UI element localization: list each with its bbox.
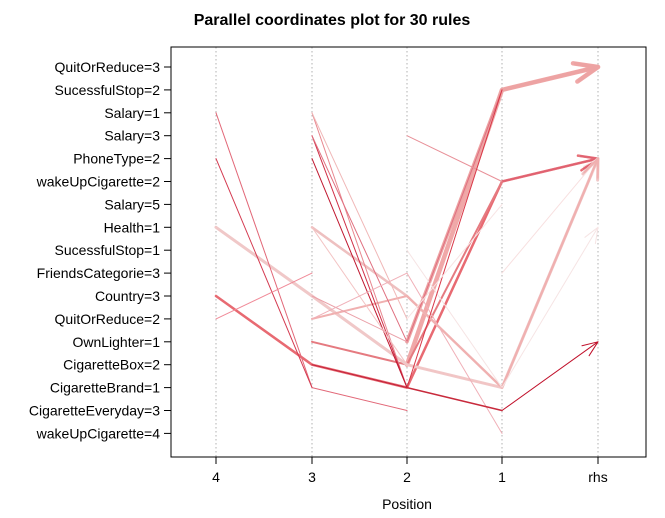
x-tick-label: 2 [403, 469, 411, 485]
rule-line [311, 158, 408, 389]
y-tick-label: QuitOrReduce=2 [55, 311, 161, 327]
rule-line [406, 386, 503, 412]
y-axis: QuitOrReduce=3 SucessfulStop=2 Salary=1 Sal… [29, 59, 171, 441]
x-tick-label: 1 [498, 469, 506, 485]
y-tick-label: CigaretteBrand=1 [50, 380, 160, 396]
y-tick-label: wakeUpCigarette=4 [36, 425, 161, 441]
y-tick-label: PhoneType=2 [73, 151, 160, 167]
rule-line [311, 295, 408, 343]
rule-line [215, 158, 313, 389]
y-tick-label: CigaretteBox=2 [63, 357, 160, 373]
rule-line [406, 89, 503, 389]
x-tick-label: rhs [588, 469, 607, 485]
x-axis: 4 3 2 1 rhs [212, 457, 608, 485]
rule-line [215, 272, 313, 320]
rule-line [501, 341, 599, 411]
y-tick-label: SucessfulStop=1 [55, 242, 161, 258]
y-tick-label: CigaretteEveryday=3 [29, 403, 160, 419]
rule-line [311, 112, 408, 389]
x-tick-label: 3 [308, 469, 316, 485]
rule-line [406, 135, 503, 182]
x-tick-label: 4 [212, 469, 220, 485]
rule-line [311, 364, 408, 389]
plot-frame [170, 46, 647, 458]
rule-line [501, 155, 599, 183]
chart-title: Parallel coordinates plot for 30 rules [194, 12, 471, 29]
y-tick-label: Salary=3 [104, 128, 160, 144]
y-tick-label: wakeUpCigarette=2 [36, 174, 161, 190]
y-tick-label: Country=3 [95, 288, 160, 304]
rule-line [311, 135, 408, 389]
y-tick-label: QuitOrReduce=3 [55, 59, 161, 75]
y-tick-label: Health=1 [104, 219, 161, 235]
rule-line [311, 112, 408, 320]
y-tick-label: SucessfulStop=2 [55, 82, 161, 98]
rule-line [311, 157, 599, 389]
y-tick-label: FriendsCategorie=3 [37, 265, 161, 281]
rule-lines [214, 61, 601, 434]
rule-line [501, 158, 599, 274]
y-tick-label: Salary=5 [104, 196, 160, 212]
grid-lines [215, 47, 599, 457]
y-tick-label: Salary=1 [104, 105, 160, 121]
rule-line [311, 272, 503, 434]
rule-line [406, 203, 503, 320]
x-axis-label: Position [382, 496, 432, 512]
y-tick-label: OwnLighter=1 [72, 334, 160, 350]
